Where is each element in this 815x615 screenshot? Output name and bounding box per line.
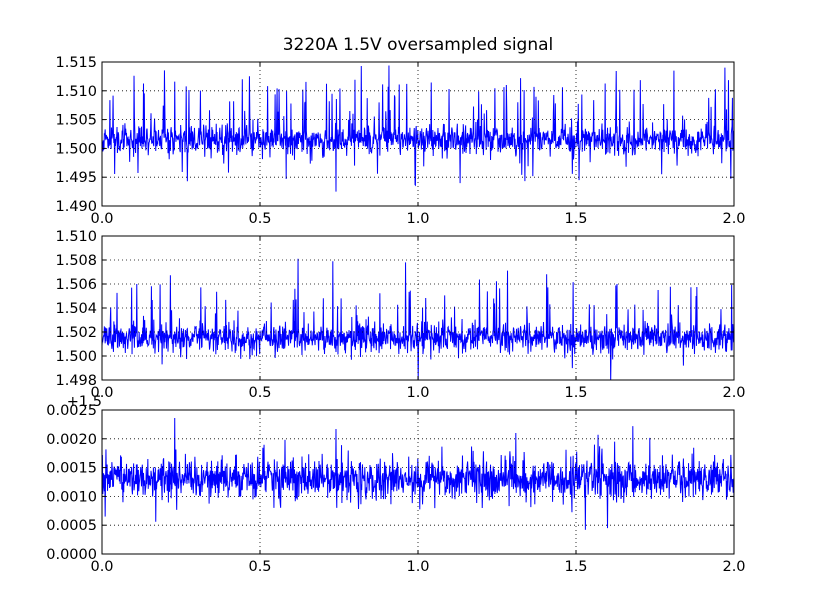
x-tick-label: 0.0 — [90, 385, 113, 401]
x-tick-label: 1.0 — [406, 559, 429, 575]
y-tick-label: 0.0025 — [46, 403, 97, 419]
y-tick-label: 0.0010 — [46, 489, 97, 505]
y-tick-label: 0.0020 — [46, 432, 97, 448]
x-tick-label: 2.0 — [722, 385, 745, 401]
y-tick-label: 1.500 — [55, 141, 97, 157]
y-tick-label: 0.0015 — [46, 461, 97, 477]
x-tick-label: 1.5 — [564, 211, 587, 227]
y-tick-label: 1.504 — [55, 301, 97, 317]
x-tick-label: 0.5 — [248, 385, 271, 401]
y-tick-label: 1.495 — [55, 170, 97, 186]
y-offset-label: +1.5 — [67, 394, 102, 410]
y-tick-label: 1.506 — [55, 277, 97, 293]
x-tick-label: 0.0 — [90, 559, 113, 575]
x-tick-label: 0.0 — [90, 211, 113, 227]
y-tick-label: 1.510 — [55, 229, 97, 245]
y-tick-label: 0.0005 — [46, 518, 97, 534]
chart-title: 3220A 1.5V oversampled signal — [283, 35, 554, 55]
subplots: 0.0 0.5 1.0 1.5 2.0 1.490 1.495 1.500 1.505 1.510… — [46, 55, 745, 575]
subplot-2: 0.0 0.5 1.0 1.5 2.0 1.498 1.500 1.502 1.504 1.506… — [55, 229, 745, 401]
subplot-1: 0.0 0.5 1.0 1.5 2.0 1.490 1.495 1.500 1.505 1.510… — [55, 55, 745, 227]
y-tick-label: 1.515 — [55, 55, 97, 71]
y-tick-label: 1.510 — [55, 84, 97, 100]
y-tick-label: 1.505 — [55, 113, 97, 129]
y-tick-label: 0.0000 — [46, 547, 97, 563]
y-tick-label: 1.498 — [55, 373, 97, 389]
signal-line-2 — [102, 258, 734, 380]
y-tick-label: 1.502 — [55, 325, 97, 341]
y-tick-label: 1.490 — [55, 199, 97, 215]
x-tick-label: 0.5 — [248, 211, 271, 227]
x-tick-label: 1.5 — [564, 385, 587, 401]
x-tick-label: 0.5 — [248, 559, 271, 575]
subplot-3: 0.0 0.5 1.0 1.5 2.0 0.0000 0.0005 0.0010 0.0015 0… — [46, 394, 745, 575]
signal-line-1 — [102, 65, 734, 192]
x-tick-label: 2.0 — [722, 211, 745, 227]
y-tick-label: 1.508 — [55, 253, 97, 269]
signal-line-3 — [102, 418, 734, 530]
x-tick-label: 2.0 — [722, 559, 745, 575]
x-tick-label: 1.0 — [406, 211, 429, 227]
x-tick-label: 1.0 — [406, 385, 429, 401]
x-tick-label: 1.5 — [564, 559, 587, 575]
y-tick-label: 1.500 — [55, 349, 97, 365]
